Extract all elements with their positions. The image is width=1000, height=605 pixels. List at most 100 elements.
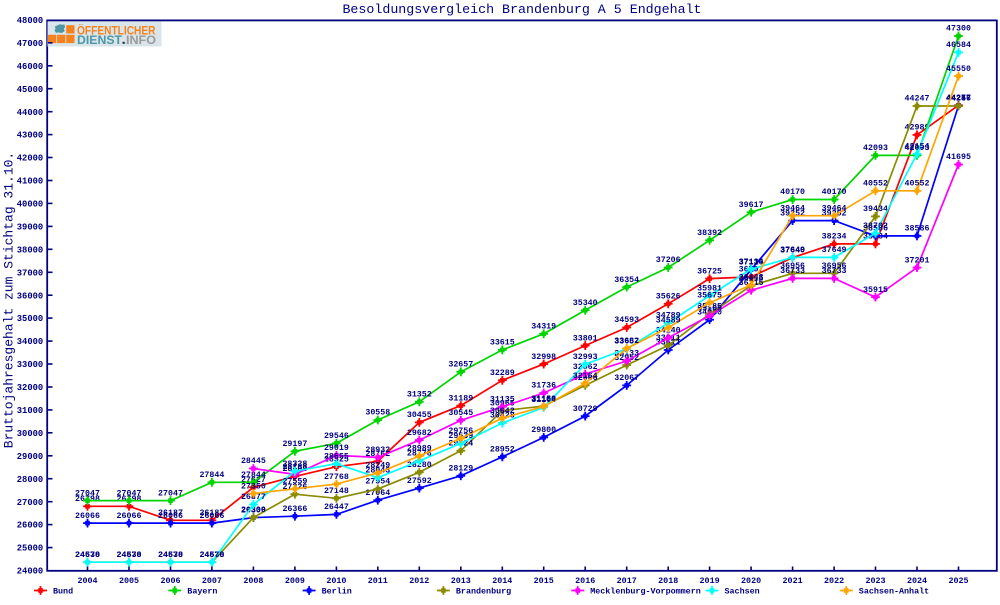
svg-text:41695: 41695 (946, 153, 971, 162)
svg-text:36725: 36725 (697, 267, 722, 276)
svg-text:26066: 26066 (117, 512, 142, 521)
svg-text:44256: 44256 (946, 95, 971, 104)
svg-text:27047: 27047 (158, 489, 183, 498)
svg-text:48000: 48000 (17, 16, 43, 26)
svg-text:Bayern: Bayern (187, 587, 217, 597)
svg-text:36956: 36956 (780, 262, 805, 271)
svg-text:44247: 44247 (946, 95, 971, 104)
svg-text:36415: 36415 (739, 274, 764, 283)
svg-text:25000: 25000 (17, 544, 43, 554)
svg-text:34000: 34000 (17, 337, 43, 347)
svg-text:2015: 2015 (534, 576, 554, 586)
svg-text:33801: 33801 (573, 334, 598, 343)
svg-text:31108: 31108 (531, 396, 556, 405)
svg-text:45000: 45000 (17, 85, 43, 95)
svg-text:27350: 27350 (241, 482, 266, 491)
svg-text:27592: 27592 (407, 477, 432, 486)
svg-text:2021: 2021 (783, 576, 803, 586)
svg-text:2018: 2018 (658, 576, 678, 586)
svg-text:35185: 35185 (697, 303, 722, 312)
svg-text:36956: 36956 (822, 262, 847, 271)
svg-text:36000: 36000 (17, 291, 43, 301)
svg-text:34789: 34789 (656, 312, 681, 321)
svg-text:27064: 27064 (365, 489, 390, 498)
svg-text:2017: 2017 (617, 576, 637, 586)
svg-text:45550: 45550 (946, 65, 971, 74)
svg-text:26066: 26066 (75, 512, 100, 521)
svg-text:36354: 36354 (614, 276, 639, 285)
svg-text:39464: 39464 (822, 204, 847, 213)
svg-text:27844: 27844 (199, 471, 224, 480)
svg-text:37649: 37649 (780, 246, 805, 255)
svg-text:24678: 24678 (199, 551, 224, 560)
svg-text:26306: 26306 (241, 506, 266, 515)
svg-text:35000: 35000 (17, 314, 43, 324)
svg-text:.INFO: .INFO (123, 34, 157, 47)
svg-text:37134: 37134 (739, 258, 764, 267)
svg-text:2009: 2009 (285, 576, 305, 586)
svg-text:24530: 24530 (199, 551, 224, 560)
svg-text:2020: 2020 (741, 576, 761, 586)
svg-text:30729: 30729 (573, 405, 598, 414)
svg-text:31189: 31189 (448, 394, 473, 403)
svg-text:24000: 24000 (17, 567, 43, 577)
svg-text:35626: 35626 (656, 293, 681, 302)
svg-text:39000: 39000 (17, 223, 43, 233)
svg-text:27559: 27559 (282, 478, 307, 487)
svg-text:29000: 29000 (17, 452, 43, 462)
svg-text:32066: 32066 (573, 374, 598, 383)
svg-text:28249: 28249 (365, 462, 390, 471)
svg-text:30455: 30455 (407, 411, 432, 420)
svg-text:28445: 28445 (241, 457, 266, 466)
svg-text:29546: 29546 (324, 432, 349, 441)
svg-text:32000: 32000 (17, 383, 43, 393)
svg-text:37000: 37000 (17, 268, 43, 278)
svg-text:35915: 35915 (863, 286, 888, 295)
svg-text:Brandenburg: Brandenburg (456, 587, 511, 597)
svg-text:24678: 24678 (158, 551, 183, 560)
svg-text:37206: 37206 (656, 256, 681, 265)
svg-text:2008: 2008 (243, 576, 263, 586)
svg-text:37640: 37640 (780, 246, 805, 255)
svg-text:28000: 28000 (17, 475, 43, 485)
svg-text:28280: 28280 (407, 461, 432, 470)
svg-text:39464: 39464 (780, 204, 805, 213)
svg-text:24530: 24530 (75, 551, 100, 560)
svg-text:2019: 2019 (700, 576, 720, 586)
svg-text:42093: 42093 (863, 144, 888, 153)
svg-text:29800: 29800 (531, 426, 556, 435)
svg-text:28328: 28328 (282, 460, 307, 469)
svg-text:2024: 2024 (907, 576, 927, 586)
svg-text:42989: 42989 (905, 124, 930, 133)
svg-text:2012: 2012 (409, 576, 429, 586)
svg-text:42154: 42154 (905, 143, 930, 152)
svg-text:35981: 35981 (697, 284, 722, 293)
svg-text:32993: 32993 (573, 353, 598, 362)
svg-text:35675: 35675 (697, 291, 722, 300)
svg-text:2010: 2010 (326, 576, 346, 586)
svg-text:2023: 2023 (865, 576, 885, 586)
svg-text:DIENST: DIENST (77, 34, 122, 47)
svg-text:26000: 26000 (17, 521, 43, 531)
svg-text:43000: 43000 (17, 131, 43, 141)
svg-text:30558: 30558 (365, 409, 390, 418)
svg-text:30642: 30642 (490, 407, 515, 416)
svg-text:33133: 33133 (614, 350, 639, 359)
svg-text:26187: 26187 (158, 509, 183, 518)
svg-text:Sachsen: Sachsen (725, 587, 760, 597)
svg-text:42000: 42000 (17, 154, 43, 164)
svg-text:36733: 36733 (822, 267, 847, 276)
svg-text:36443: 36443 (739, 274, 764, 283)
svg-text:2004: 2004 (77, 576, 97, 586)
svg-text:34319: 34319 (531, 323, 556, 332)
svg-text:38586: 38586 (905, 225, 930, 234)
svg-text:46584: 46584 (946, 41, 971, 50)
svg-text:Mecklenburg-Vorpommern: Mecklenburg-Vorpommern (590, 587, 701, 597)
svg-text:ÖFFENTLICHER: ÖFFENTLICHER (77, 24, 156, 37)
svg-text:27148: 27148 (324, 487, 349, 496)
svg-text:34593: 34593 (614, 316, 639, 325)
svg-text:2011: 2011 (368, 576, 388, 586)
svg-text:Berlin: Berlin (322, 587, 352, 597)
svg-text:26366: 26366 (282, 505, 307, 514)
svg-text:47300: 47300 (946, 25, 971, 34)
